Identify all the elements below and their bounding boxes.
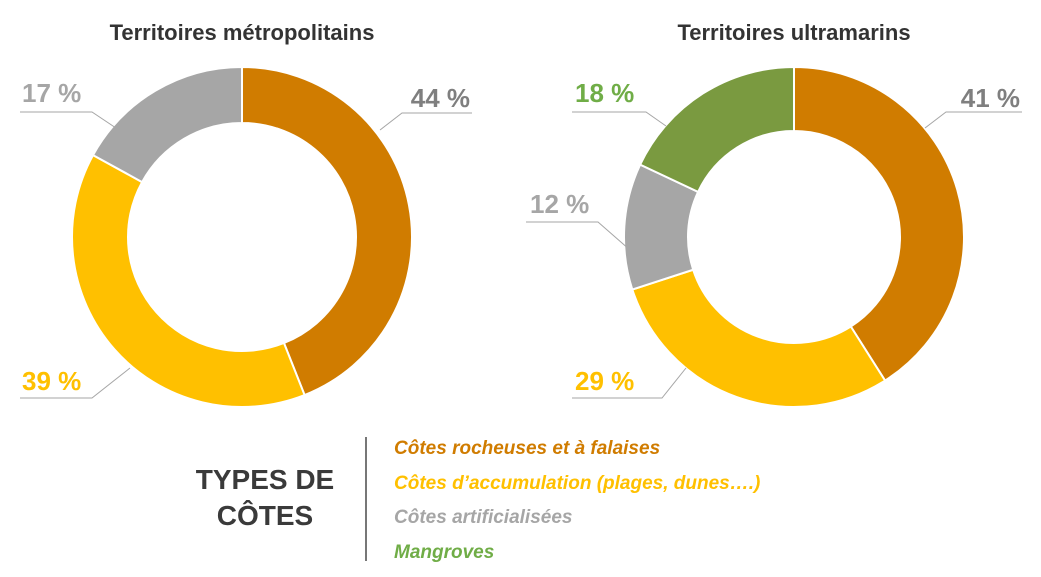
slice-1-mangroves xyxy=(638,65,795,194)
slice-1-rocky xyxy=(793,65,966,382)
slice-0-artificial xyxy=(91,65,243,184)
slice-0-accumulation xyxy=(71,153,306,408)
data-label-1-accumulation: 29 % xyxy=(575,366,634,396)
data-label-0-artificial: 17 % xyxy=(22,78,81,108)
leader-line-0-artificial xyxy=(20,111,117,129)
legend: Côtes rocheuses et à falaises Côtes d’ac… xyxy=(394,432,760,570)
chart-title-metropolitan: Territoires métropolitains xyxy=(110,20,375,45)
legend-divider xyxy=(365,437,367,561)
legend-item-rocky: Côtes rocheuses et à falaises xyxy=(394,438,661,459)
data-label-0-rocky: 44 % xyxy=(411,83,470,113)
leader-line-0-accumulation xyxy=(20,367,131,399)
data-label-1-rocky: 41 % xyxy=(961,83,1020,113)
legend-title-line2: CÔTES xyxy=(216,500,314,531)
leader-line-0-rocky xyxy=(379,112,472,131)
slice-0-rocky xyxy=(241,65,413,397)
data-label-1-artificial: 12 % xyxy=(530,189,589,219)
slice-1-accumulation xyxy=(631,268,887,409)
leader-line-1-artificial xyxy=(526,221,631,251)
legend-title: TYPES DE CÔTES xyxy=(180,462,350,534)
legend-item-accumulation: Côtes d’accumulation (plages, dunes….) xyxy=(394,472,761,494)
data-label-1-mangroves: 18 % xyxy=(575,78,634,108)
leader-line-1-mangroves xyxy=(572,111,667,127)
data-label-0-accumulation: 39 % xyxy=(22,366,81,396)
chart-title-overseas: Territoires ultramarins xyxy=(677,20,910,45)
leader-line-1-accumulation xyxy=(572,367,687,399)
leader-line-1-rocky xyxy=(924,111,1022,129)
legend-item-mangroves: Mangroves xyxy=(394,541,495,563)
legend-title-line1: TYPES DE xyxy=(195,464,335,495)
legend-item-artificial: Côtes artificialisées xyxy=(394,507,573,528)
